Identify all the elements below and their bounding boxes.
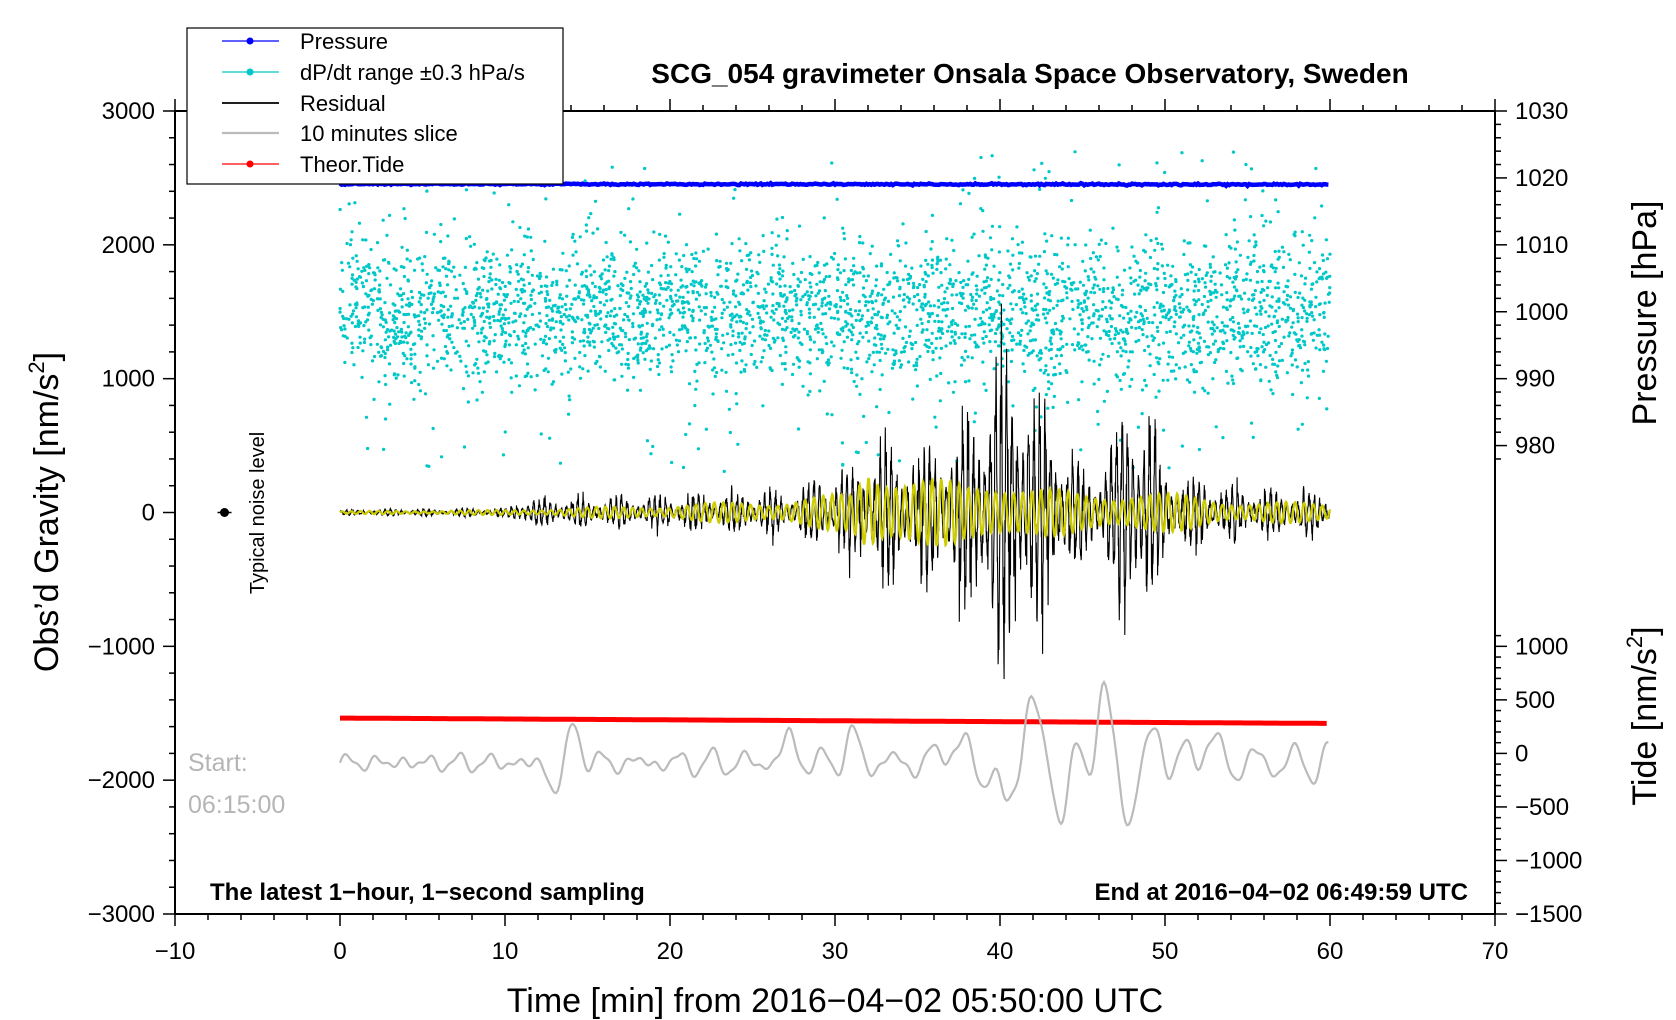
pressure-tick-label: 980 bbox=[1515, 433, 1555, 460]
legend-label-pressure: Pressure bbox=[300, 29, 388, 54]
y-tick-label: 1000 bbox=[102, 366, 155, 393]
legend-item-residual: Residual bbox=[222, 91, 386, 116]
legend-label-slice: 10 minutes slice bbox=[300, 121, 458, 146]
chart-title: SCG_054 gravimeter Onsala Space Observat… bbox=[651, 58, 1408, 89]
legend-marker-pressure bbox=[246, 37, 254, 45]
pressure-tick-label: 1030 bbox=[1515, 98, 1568, 125]
tide-tick-label: −1500 bbox=[1515, 901, 1582, 928]
x-tick-label: 20 bbox=[657, 938, 684, 965]
y-tick-label: 0 bbox=[142, 500, 155, 527]
y-axis-title-gravity-sup: 2 bbox=[24, 361, 49, 373]
series-residual-line bbox=[339, 303, 1331, 680]
tide-tick-label: 0 bbox=[1515, 740, 1528, 767]
x-axis-title: Time [min] from 2016−04−02 05:50:00 UTC bbox=[507, 982, 1163, 1020]
x-tick-label: −10 bbox=[155, 938, 196, 965]
y-axis-title-gravity-close: ] bbox=[28, 352, 66, 361]
noise-marker-dot bbox=[220, 508, 229, 517]
noise-level-label: Typical noise level bbox=[247, 432, 269, 594]
legend-item-slice: 10 minutes slice bbox=[222, 121, 458, 146]
pressure-tick-label: 1000 bbox=[1515, 299, 1568, 326]
legend-item-dpdt: dP/dt range ±0.3 hPa/s bbox=[222, 60, 525, 85]
y-axis-title-gravity-main: Obs’d Gravity [nm/s bbox=[28, 374, 66, 673]
dpdt-point bbox=[338, 150, 1332, 473]
data-layer bbox=[217, 150, 1332, 827]
series-tide-line bbox=[340, 715, 1327, 726]
y-tick-label: 2000 bbox=[102, 232, 155, 259]
legend-label-dpdt: dP/dt range ±0.3 hPa/s bbox=[300, 60, 525, 85]
series-filtered-residual-line bbox=[339, 477, 1332, 548]
y-axis-title-pressure: Pressure [hPa] bbox=[1626, 201, 1664, 426]
y-axis-title-gravity: Obs’d Gravity [nm/s2] bbox=[24, 352, 66, 672]
tick-layer: −10 0 10 20 30 40 50 60 703000200010000−1000−200… bbox=[88, 98, 1583, 965]
tide-tick-label: −500 bbox=[1515, 794, 1569, 821]
x-tick-label: 0 bbox=[333, 938, 346, 965]
pressure-tick-label: 1020 bbox=[1515, 165, 1568, 192]
y-tick-label: −3000 bbox=[88, 901, 155, 928]
legend-marker-tide bbox=[246, 160, 254, 168]
slice-start-label: Start: bbox=[188, 749, 248, 777]
legend-item-pressure: Pressure bbox=[222, 29, 388, 54]
pressure-tick-label: 990 bbox=[1515, 366, 1555, 393]
x-tick-label: 50 bbox=[1152, 938, 1179, 965]
y-tick-label: −1000 bbox=[88, 633, 155, 660]
y-axis-title-tide-close: ] bbox=[1626, 626, 1664, 635]
legend: Pressure dP/dt range ±0.3 hPa/s Residual… bbox=[186, 27, 564, 185]
pressure-tick-label: 1010 bbox=[1515, 232, 1568, 259]
y-tick-label: −2000 bbox=[88, 767, 155, 794]
plot-frame bbox=[174, 110, 1496, 915]
x-tick-label: 10 bbox=[492, 938, 519, 965]
tide-tick-label: 1000 bbox=[1515, 633, 1568, 660]
slice-start-time: 06:15:00 bbox=[188, 791, 285, 819]
y-axis-title-tide-main: Tide [nm/s bbox=[1626, 648, 1664, 805]
sampling-note: The latest 1−hour, 1−second sampling bbox=[210, 879, 645, 906]
y-axis-title-tide-sup: 2 bbox=[1622, 636, 1647, 648]
series-dpdt-points bbox=[338, 150, 1332, 473]
legend-label-tide: Theor.Tide bbox=[300, 152, 404, 177]
y-tick-label: 3000 bbox=[102, 98, 155, 125]
legend-box bbox=[186, 27, 564, 185]
series-slice-line bbox=[338, 679, 1329, 827]
y-axis-title-tide: Tide [nm/s2] bbox=[1622, 626, 1664, 805]
legend-label-residual: Residual bbox=[300, 91, 386, 116]
x-tick-label: 30 bbox=[822, 938, 849, 965]
x-tick-label: 40 bbox=[987, 938, 1014, 965]
x-tick-label: 70 bbox=[1482, 938, 1509, 965]
tide-tick-label: −1000 bbox=[1515, 847, 1582, 874]
x-tick-label: 60 bbox=[1317, 938, 1344, 965]
tide-tick-label: 500 bbox=[1515, 687, 1555, 714]
end-time-note: End at 2016−04−02 06:49:59 UTC bbox=[1094, 879, 1468, 906]
legend-marker-dpdt bbox=[246, 68, 254, 76]
legend-item-tide: Theor.Tide bbox=[222, 152, 404, 177]
